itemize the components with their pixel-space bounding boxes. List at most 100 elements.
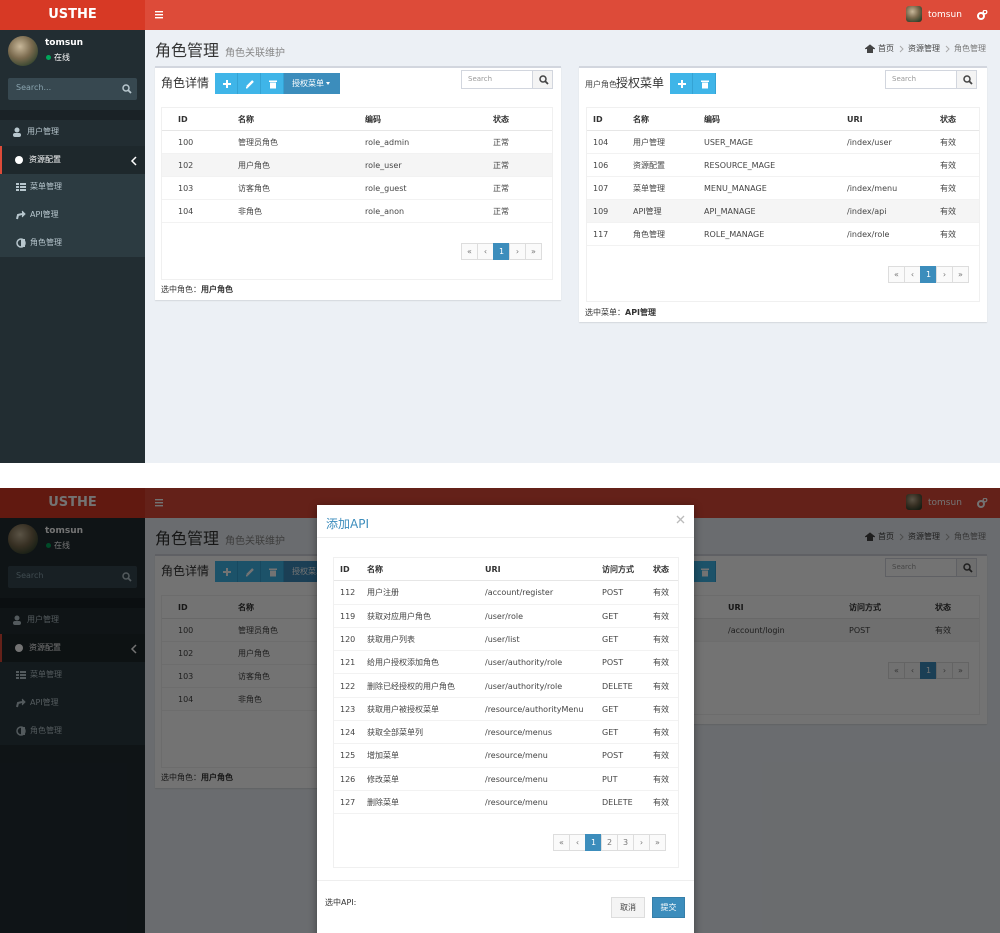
page-button[interactable]: ›: [509, 243, 526, 260]
bars-icon-shape: [155, 17, 163, 19]
submit-button[interactable]: 提交: [652, 897, 685, 918]
table-row[interactable]: 124 获取全部菜单列/resource/menus GET 有效: [334, 721, 678, 745]
page-button[interactable]: «: [553, 834, 570, 852]
avatar: [8, 36, 38, 66]
breadcrumb-item[interactable]: 首页: [878, 44, 894, 53]
page-button[interactable]: »: [649, 834, 666, 852]
page-button[interactable]: ‹: [569, 834, 586, 852]
table-cell: 有效: [940, 207, 956, 216]
toolbar-button[interactable]: [261, 73, 284, 94]
page-button[interactable]: 1: [585, 834, 602, 852]
trash-icon-shape: [701, 80, 709, 82]
breadcrumb: 首页 资源管理 角色管理: [865, 43, 986, 54]
table-cell: 有效: [653, 658, 669, 668]
search-placeholder: Search: [468, 75, 493, 83]
panel-title: 角色详情: [161, 76, 210, 90]
cancel-button[interactable]: 取消: [611, 897, 645, 918]
table-header: ID 名称 编码 状态: [162, 108, 552, 131]
table-cell: 109: [593, 207, 609, 216]
table-cell: 获取用户被授权菜单: [367, 704, 439, 714]
table-cell: PUT: [602, 774, 618, 784]
pagination: «‹1›»: [461, 243, 542, 260]
toolbar-button[interactable]: [238, 73, 261, 94]
menu-item[interactable]: 菜单管理: [0, 173, 145, 201]
table-cell: 正常: [493, 184, 509, 193]
half-icon: [16, 238, 26, 248]
share-icon-shape: [16, 213, 23, 220]
column-header: URI: [847, 115, 863, 124]
page-button[interactable]: ›: [936, 266, 953, 283]
nav-header: [0, 110, 145, 120]
toolbar-button[interactable]: [693, 73, 716, 94]
footer-label: 选中角色：: [161, 285, 201, 294]
page-button[interactable]: «: [461, 243, 478, 260]
column-header: 状态: [653, 565, 669, 574]
search-icon-shape: [539, 75, 547, 83]
column-header: 名称: [633, 115, 649, 124]
table-cell: /index/api: [847, 207, 887, 216]
table-row[interactable]: 109 API管理 API_MANAGE/index/api 有效: [587, 200, 979, 223]
table-row[interactable]: 120 获取用户列表/user/list GET 有效: [334, 628, 678, 652]
page-button[interactable]: 1: [920, 266, 937, 283]
logo[interactable]: USTHE: [0, 0, 145, 30]
table-row[interactable]: 106 资源配置 RESOURCE_MAGE 有效: [587, 154, 979, 177]
table-row[interactable]: 119 获取对应用户角色/user/role GET 有效: [334, 605, 678, 628]
table-row[interactable]: 117 角色管理 ROLE_MANAGE/index/role 有效: [587, 223, 979, 246]
menu-label: API管理: [30, 210, 59, 219]
menu-item[interactable]: 角色管理: [0, 229, 145, 257]
modal-footer-label: 选中API:: [325, 898, 357, 907]
page-button[interactable]: ‹: [477, 243, 494, 260]
table-cell: 增加菜单: [367, 751, 399, 761]
table-row[interactable]: 112 用户注册/account/register POST 有效: [334, 581, 678, 605]
search-button[interactable]: [532, 70, 553, 89]
table-row[interactable]: 122 删除已经授权的用户角色/user/authority/role DELETE…: [334, 675, 678, 698]
search-icon-shape: [963, 75, 971, 83]
table-row[interactable]: 127 删除菜单/resource/menu DELETE 有效: [334, 791, 678, 815]
table-row[interactable]: 104 非角色 role_anon 正常: [162, 200, 552, 223]
search-input[interactable]: Search: [885, 70, 957, 89]
table-cell: POST: [602, 588, 624, 598]
toolbar-button[interactable]: [215, 73, 238, 94]
table-cell: 119: [340, 611, 356, 621]
table-row[interactable]: 123 获取用户被授权菜单/resource/authorityMenu GET 有效: [334, 698, 678, 722]
table-row[interactable]: 125 增加菜单/resource/menu POST 有效: [334, 744, 678, 768]
menu-item[interactable]: 资源配置: [0, 146, 145, 174]
page-button[interactable]: «: [888, 266, 905, 283]
table-cell: 100: [178, 138, 194, 147]
table-cell: 126: [340, 774, 356, 784]
toolbar-button[interactable]: [670, 73, 693, 94]
menu-item[interactable]: 用户管理: [0, 118, 145, 146]
page-button[interactable]: »: [952, 266, 969, 283]
table-header: ID 名称 编码 URI 状态: [587, 108, 979, 131]
table-row[interactable]: 104 用户管理 USER_MAGE/index/user 有效: [587, 131, 979, 154]
page-button[interactable]: ›: [633, 834, 650, 852]
table-row[interactable]: 107 菜单管理 MENU_MANAGE/index/menu 有效: [587, 177, 979, 200]
dropdown-button[interactable]: 授权菜单: [284, 73, 340, 94]
search-button[interactable]: [956, 70, 977, 89]
table-box: ID 名称 编码 URI 状态 104 用户管理 USER_MAGE/index/user 有效…: [586, 107, 980, 302]
breadcrumb-item[interactable]: 资源管理: [908, 44, 940, 53]
panel-footer: 选中菜单：API管理: [585, 307, 656, 318]
table-row[interactable]: 103 访客角色 role_guest 正常: [162, 177, 552, 200]
page-button[interactable]: 1: [493, 243, 510, 260]
table-row[interactable]: 100 管理员角色 role_admin 正常: [162, 131, 552, 154]
grid-icon-shape: [16, 186, 19, 188]
table-cell: 用户注册: [367, 588, 399, 598]
header-user[interactable]: tomsun: [928, 10, 962, 20]
page-button[interactable]: 2: [601, 834, 618, 852]
search-input[interactable]: Search: [461, 70, 533, 89]
page-button[interactable]: »: [525, 243, 542, 260]
modal-close[interactable]: [676, 515, 686, 525]
table-row[interactable]: 126 修改菜单/resource/menu PUT 有效: [334, 768, 678, 791]
table-row[interactable]: 102 用户角色 role_user 正常: [162, 154, 552, 177]
page-button[interactable]: ‹: [904, 266, 921, 283]
table-cell: 用户管理: [633, 138, 665, 147]
page-button[interactable]: 3: [617, 834, 634, 852]
table-cell: 有效: [653, 588, 669, 598]
sidebar-search[interactable]: Search...: [8, 78, 137, 100]
menu-label: 角色管理: [30, 238, 62, 247]
table-row[interactable]: 121 给用户授权添加角色/user/authority/role POST 有效: [334, 651, 678, 675]
grid-icon-shape: [16, 189, 19, 191]
table-cell: 103: [178, 184, 194, 193]
menu-item[interactable]: API管理: [0, 201, 145, 229]
